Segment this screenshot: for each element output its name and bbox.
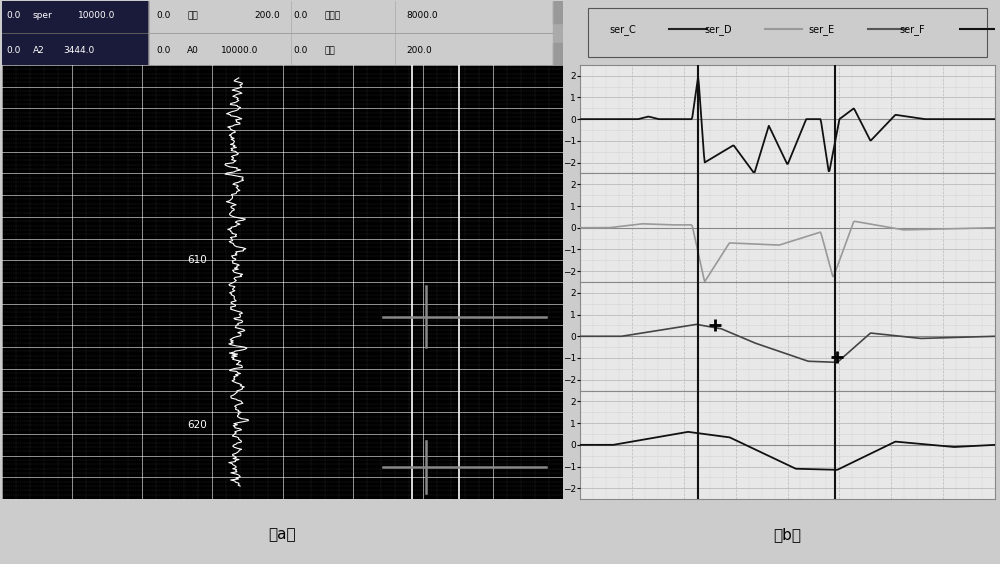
Text: 0.0: 0.0	[156, 11, 171, 20]
Text: 10000.0: 10000.0	[78, 11, 115, 20]
Text: 伽马: 伽马	[187, 11, 198, 20]
Text: 200.0: 200.0	[406, 46, 432, 55]
Text: 3444.0: 3444.0	[64, 46, 95, 55]
Text: 磁定位: 磁定位	[325, 11, 341, 20]
Text: ser_C: ser_C	[609, 24, 636, 35]
Text: （b）: （b）	[774, 527, 802, 543]
Text: ^: ^	[555, 9, 561, 15]
Text: 610: 610	[187, 255, 207, 265]
Bar	[553, 1, 563, 24]
Text: A0: A0	[187, 46, 199, 55]
Text: sper: sper	[33, 11, 53, 20]
Text: 0.0: 0.0	[156, 46, 171, 55]
Bar	[2, 1, 148, 65]
Text: 0.0: 0.0	[6, 11, 21, 20]
Text: 0.0: 0.0	[294, 46, 308, 55]
Text: 0.0: 0.0	[294, 11, 308, 20]
Text: 0.0: 0.0	[6, 46, 21, 55]
Text: ser_F: ser_F	[900, 24, 925, 35]
Text: A2: A2	[33, 46, 45, 55]
Text: 200.0: 200.0	[254, 11, 280, 20]
Text: （a）: （a）	[269, 527, 296, 543]
Text: 620: 620	[187, 420, 207, 430]
Bar	[553, 1, 563, 65]
Text: 8000.0: 8000.0	[406, 11, 438, 20]
Text: 10000.0: 10000.0	[221, 46, 258, 55]
Text: ser_D: ser_D	[704, 24, 732, 35]
Text: v: v	[556, 51, 560, 57]
Text: ser_E: ser_E	[808, 24, 834, 35]
Text: 井温: 井温	[325, 46, 335, 55]
Bar	[588, 7, 987, 58]
Bar	[553, 42, 563, 65]
